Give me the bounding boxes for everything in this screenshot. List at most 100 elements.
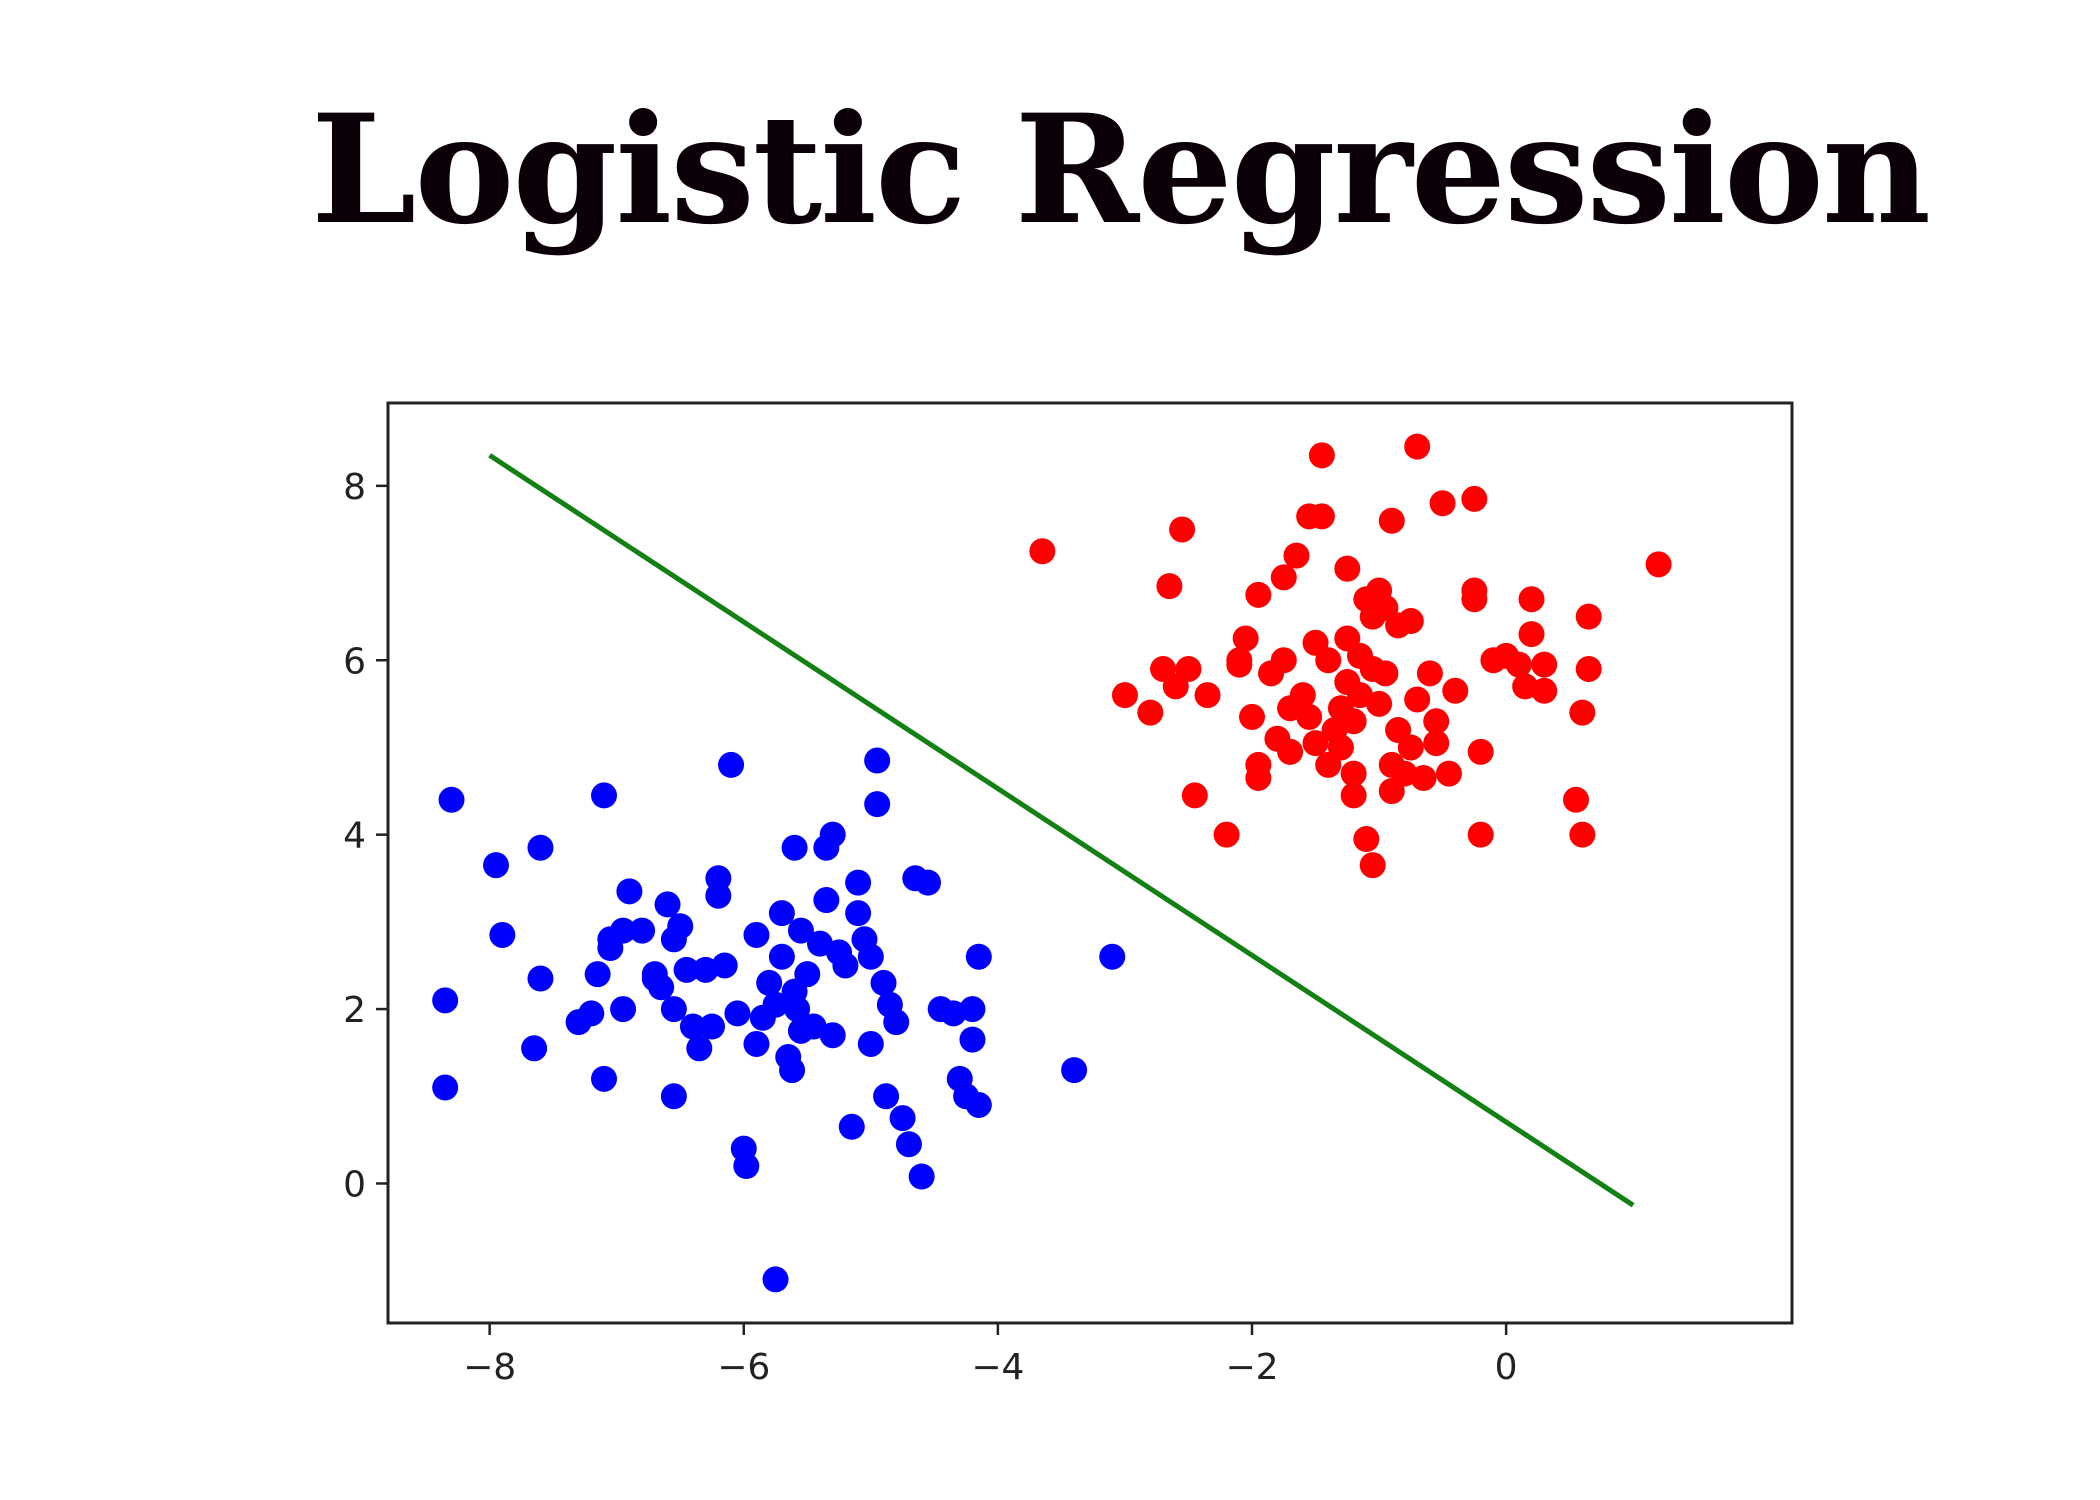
plot-frame xyxy=(386,401,1794,1325)
data-point-s0-38 xyxy=(756,969,783,996)
data-point-s1-1 xyxy=(1111,682,1138,709)
data-point-s1-21 xyxy=(1283,542,1310,569)
data-point-s0-6 xyxy=(527,965,554,992)
data-point-s0-20 xyxy=(654,891,681,918)
data-point-s0-33 xyxy=(724,1000,751,1027)
data-point-s1-22 xyxy=(1289,682,1316,709)
data-point-s1-80 xyxy=(1645,551,1672,578)
data-point-s0-1 xyxy=(432,987,459,1014)
data-point-s0-9 xyxy=(578,1000,605,1027)
data-point-s0-61 xyxy=(864,747,891,774)
data-point-s1-16 xyxy=(1245,581,1272,608)
data-point-s1-52 xyxy=(1397,608,1424,635)
data-point-s0-40 xyxy=(768,900,795,927)
data-point-s0-77 xyxy=(959,1026,986,1053)
data-point-s1-84 xyxy=(1296,703,1323,730)
data-point-s0-35 xyxy=(733,1153,760,1180)
x-tick-label: −2 xyxy=(1225,1347,1278,1388)
data-point-s1-72 xyxy=(1518,586,1545,613)
data-point-s1-65 xyxy=(1467,738,1494,765)
data-point-s0-52 xyxy=(819,821,846,848)
data-point-s1-74 xyxy=(1531,677,1558,704)
data-point-s0-57 xyxy=(845,869,872,896)
data-point-s0-32 xyxy=(718,751,745,778)
data-point-s0-31 xyxy=(711,952,738,979)
data-point-s0-79 xyxy=(965,1091,992,1118)
data-point-s1-27 xyxy=(1308,503,1335,530)
data-point-s0-78 xyxy=(965,943,992,970)
data-point-s1-56 xyxy=(1416,660,1443,687)
data-point-s1-76 xyxy=(1569,699,1596,726)
data-points-layer xyxy=(432,433,1672,1293)
data-point-s0-4 xyxy=(489,921,516,948)
data-point-s1-88 xyxy=(1226,651,1253,678)
data-point-s1-10 xyxy=(1213,821,1240,848)
data-point-s0-89 xyxy=(781,978,808,1005)
data-point-s1-61 xyxy=(1442,677,1469,704)
data-point-s1-82 xyxy=(1321,717,1348,744)
data-point-s0-0 xyxy=(438,786,465,813)
data-point-s1-46 xyxy=(1378,507,1405,534)
data-point-s0-22 xyxy=(660,1083,687,1110)
data-point-s0-51 xyxy=(813,887,840,914)
data-point-s0-24 xyxy=(673,956,700,983)
data-point-s1-40 xyxy=(1353,826,1380,853)
data-point-s0-64 xyxy=(873,1083,900,1110)
data-point-s1-9 xyxy=(1194,682,1221,709)
data-point-s0-53 xyxy=(819,1022,846,1049)
data-point-s1-41 xyxy=(1359,852,1386,879)
data-point-s1-62 xyxy=(1461,485,1488,512)
data-point-s0-15 xyxy=(610,996,637,1023)
data-point-s0-30 xyxy=(705,882,732,909)
decision-boundary-layer xyxy=(488,453,1635,1208)
data-point-s0-84 xyxy=(787,1017,814,1044)
y-tick-label: 8 xyxy=(343,467,366,508)
data-point-s0-10 xyxy=(584,961,611,988)
data-point-s0-71 xyxy=(915,869,941,896)
y-tick-label: 2 xyxy=(343,990,366,1031)
data-point-s1-58 xyxy=(1423,730,1450,757)
data-point-s0-11 xyxy=(591,782,617,809)
decision-boundary-line xyxy=(488,453,1635,1208)
data-point-s1-85 xyxy=(1334,669,1361,696)
data-point-s0-5 xyxy=(527,834,554,861)
data-point-s0-76 xyxy=(959,996,986,1023)
data-point-s1-55 xyxy=(1410,764,1437,791)
data-point-s0-67 xyxy=(889,1105,916,1132)
data-point-s0-12 xyxy=(591,1065,617,1092)
data-point-s0-62 xyxy=(864,791,891,818)
x-tick-label: −6 xyxy=(717,1347,770,1388)
data-point-s1-59 xyxy=(1429,490,1456,517)
data-point-s0-56 xyxy=(838,1113,865,1140)
data-point-s0-39 xyxy=(762,991,789,1018)
page-title: Logistic Regression xyxy=(310,82,1931,258)
data-point-s0-81 xyxy=(1061,1057,1088,1084)
data-point-s0-66 xyxy=(883,1009,910,1036)
x-tick-label: −4 xyxy=(971,1347,1024,1388)
data-point-s1-26 xyxy=(1308,442,1335,469)
data-point-s0-7 xyxy=(521,1035,548,1062)
data-point-s1-6 xyxy=(1169,516,1196,543)
y-tick-label: 6 xyxy=(343,641,366,682)
data-point-s0-63 xyxy=(870,969,897,996)
data-point-s1-12 xyxy=(1232,625,1259,652)
data-point-s0-70 xyxy=(908,1163,935,1190)
data-point-s1-7 xyxy=(1175,655,1202,682)
y-tick-label: 0 xyxy=(343,1164,366,1205)
data-point-s1-78 xyxy=(1575,655,1602,682)
data-point-s0-88 xyxy=(857,1030,884,1057)
data-point-s0-28 xyxy=(699,1013,725,1040)
data-point-s0-43 xyxy=(779,1057,806,1084)
y-tick-label: 4 xyxy=(343,816,366,857)
data-point-s0-58 xyxy=(845,900,872,927)
data-point-s0-26 xyxy=(686,1035,713,1062)
data-point-s0-55 xyxy=(832,952,859,979)
data-point-s1-36 xyxy=(1340,782,1367,809)
data-point-s0-68 xyxy=(895,1131,922,1158)
data-point-s1-79 xyxy=(1575,603,1602,630)
data-point-s1-44 xyxy=(1366,690,1393,717)
data-point-s1-8 xyxy=(1181,782,1208,809)
x-tick-label: 0 xyxy=(1495,1347,1518,1388)
data-point-s1-60 xyxy=(1435,760,1462,787)
